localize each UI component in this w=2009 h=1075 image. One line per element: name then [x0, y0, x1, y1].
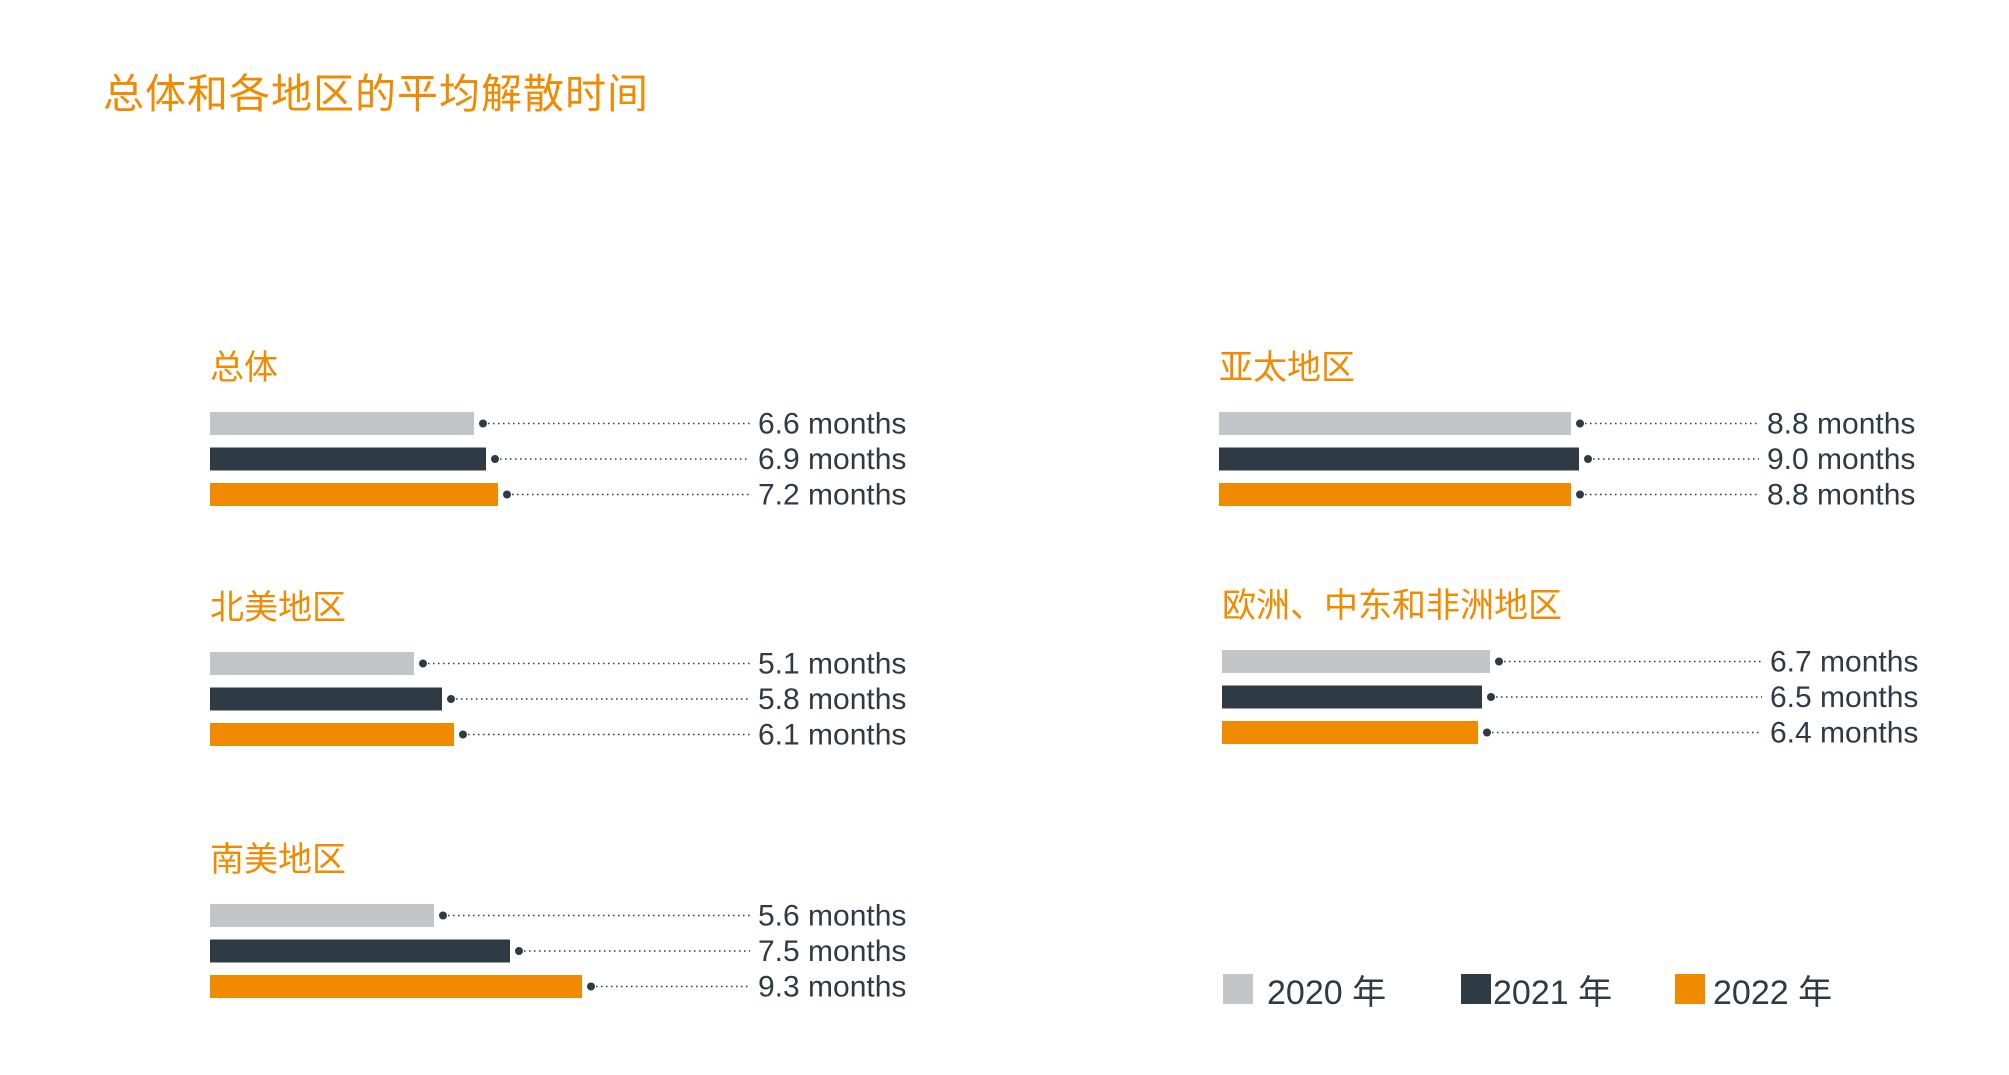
legend-item-2022: 2022 年: [1675, 964, 1832, 1014]
chart-panel-south-america: 南美地区 5.6 months 7.5 months 9.3 months: [210, 832, 970, 1032]
value-label: 9.3 months: [758, 971, 906, 1004]
legend-swatch: [1461, 974, 1491, 1004]
bar-2021: [1219, 447, 1579, 471]
panel-title: 北美地区: [210, 588, 346, 628]
value-label: 8.8 months: [1767, 479, 1915, 512]
bar-end-dot: [1483, 728, 1491, 737]
legend-label: 2020 年: [1267, 973, 1387, 1012]
bar-2021: [210, 939, 510, 963]
value-label: 6.5 months: [1770, 681, 1918, 714]
panel-title: 亚太地区: [1219, 348, 1355, 388]
bar-2020: [1219, 412, 1571, 435]
bar-end-dot: [503, 490, 511, 499]
value-label: 7.2 months: [758, 479, 906, 512]
bar-end-dot: [447, 695, 455, 703]
bar-2022: [210, 483, 498, 506]
panel-title: 总体: [210, 348, 278, 388]
bar-end-dot: [1584, 455, 1592, 463]
panel-title: 欧洲、中东和非洲地区: [1222, 586, 1562, 626]
bar-end-dot: [459, 730, 467, 739]
legend-item-2021: 2021 年: [1461, 964, 1612, 1014]
page-title: 总体和各地区的平均解散时间: [103, 70, 649, 118]
bar-2020: [1222, 650, 1490, 673]
bar-end-dot: [1576, 490, 1584, 499]
bar-2021: [1222, 685, 1482, 709]
chart-panel-emea: 欧洲、中东和非洲地区 6.7 months 6.5 months 6.4 month…: [1222, 578, 1982, 778]
bar-2022: [1219, 483, 1571, 506]
chart-panel-overall: 总体 6.6 months 6.9 months 7.2 months: [210, 340, 970, 540]
bar-2021: [210, 447, 486, 471]
bar-end-dot: [515, 947, 523, 955]
value-label: 5.1 months: [758, 648, 906, 681]
bar-end-dot: [491, 455, 499, 463]
bar-2020: [210, 412, 474, 435]
bar-end-dot: [1487, 693, 1495, 701]
bar-2022: [210, 723, 454, 746]
bar-end-dot: [1576, 419, 1584, 428]
chart-panel-north-america: 北美地区 5.1 months 5.8 months 6.1 months: [210, 580, 970, 780]
value-label: 5.8 months: [758, 683, 906, 716]
value-label: 8.8 months: [1767, 408, 1915, 441]
legend-item-2020: 2020 年: [1223, 964, 1386, 1014]
bar-2022: [210, 975, 582, 998]
bar-2021: [210, 687, 442, 711]
bar-2020: [210, 652, 414, 675]
value-label: 6.6 months: [758, 408, 906, 441]
bar-end-dot: [587, 982, 595, 991]
value-label: 6.7 months: [1770, 646, 1918, 679]
value-label: 6.4 months: [1770, 717, 1918, 750]
bar-end-dot: [1495, 657, 1503, 666]
bar-2020: [210, 904, 434, 927]
value-label: 9.0 months: [1767, 443, 1915, 476]
value-label: 7.5 months: [758, 935, 906, 968]
bar-end-dot: [439, 911, 447, 920]
chart-panel-apac: 亚太地区 8.8 months 9.0 months 8.8 months: [1219, 340, 1979, 540]
legend-label: 2021 年: [1493, 973, 1613, 1012]
panel-title: 南美地区: [210, 840, 346, 880]
legend-swatch: [1675, 974, 1705, 1004]
value-label: 5.6 months: [758, 900, 906, 933]
bar-end-dot: [419, 659, 427, 668]
legend-swatch: [1223, 974, 1253, 1004]
legend-label: 2022 年: [1713, 973, 1833, 1012]
bar-end-dot: [479, 419, 487, 428]
value-label: 6.1 months: [758, 719, 906, 752]
value-label: 6.9 months: [758, 443, 906, 476]
bar-2022: [1222, 721, 1478, 744]
